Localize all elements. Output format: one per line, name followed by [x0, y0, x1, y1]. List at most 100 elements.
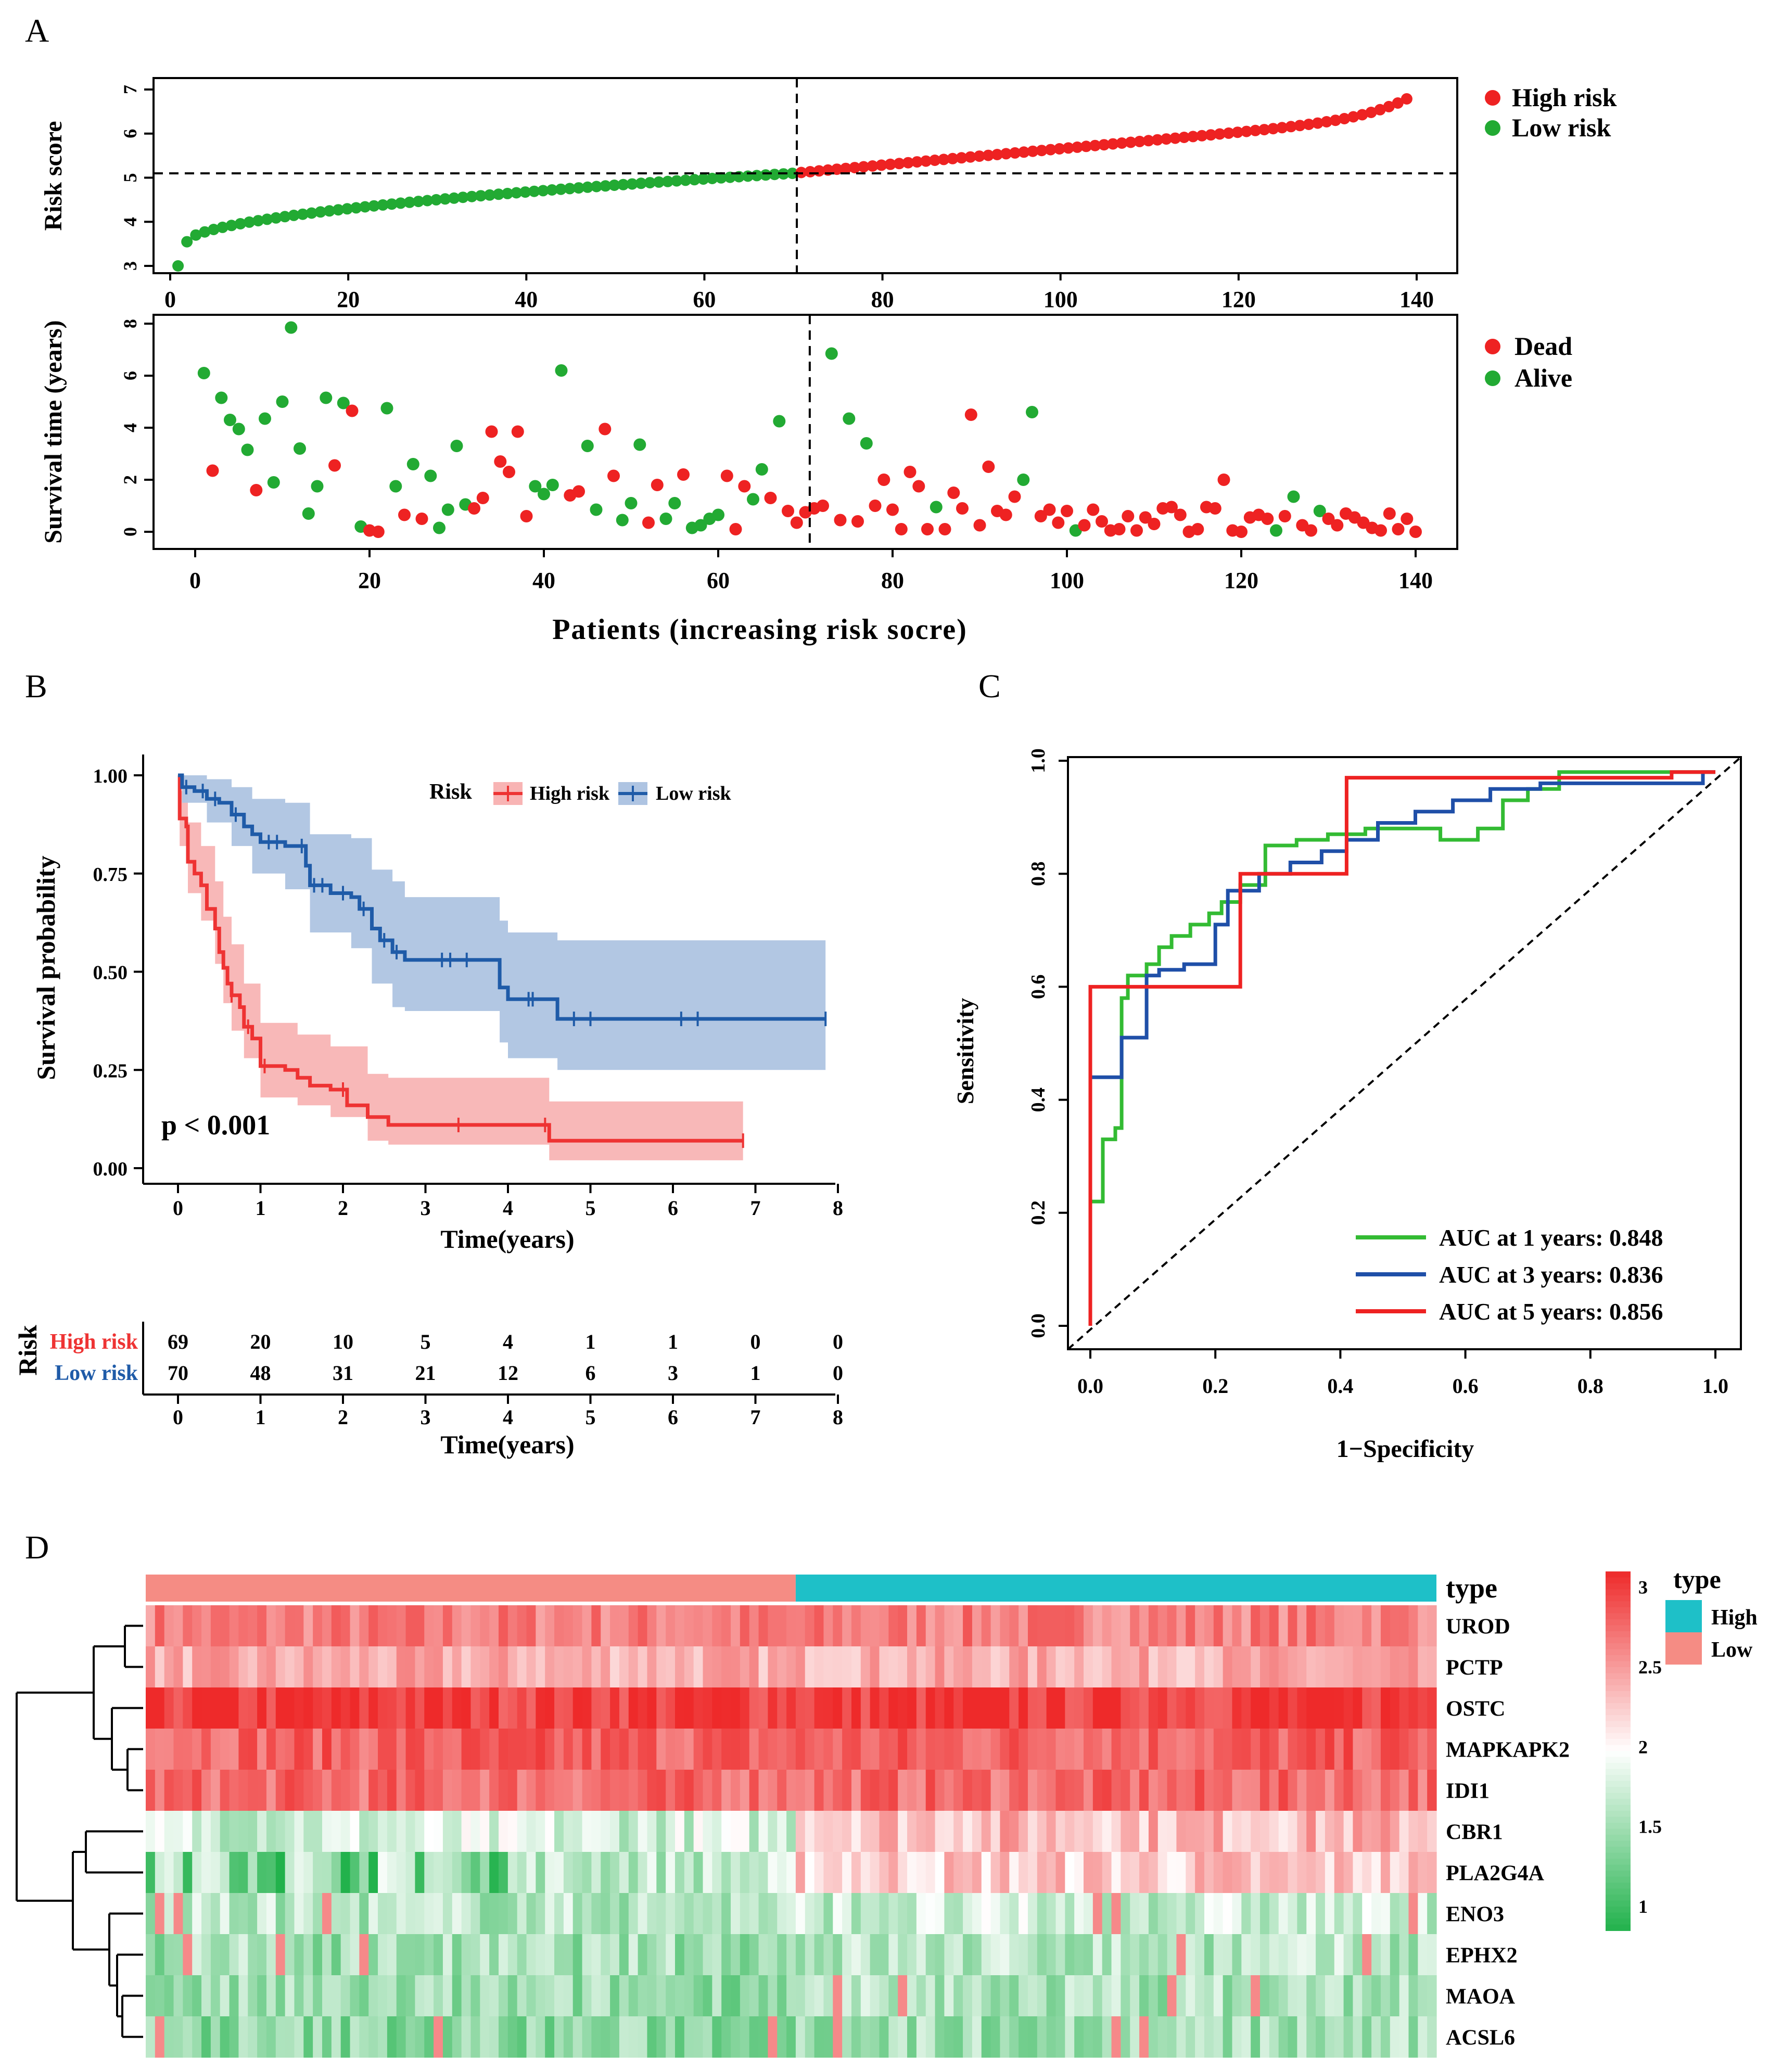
heatmap-cell [1380, 1893, 1391, 1935]
heatmap-cell [944, 2016, 954, 2058]
heatmap-cell [944, 1811, 954, 1852]
heatmap-cell [814, 1605, 824, 1647]
panel-label-b: B [25, 668, 47, 705]
colorbar-segment [1606, 1817, 1631, 1823]
heatmap-cell [721, 1687, 731, 1729]
heatmap-cell [990, 1811, 1001, 1852]
risk-score-point [1294, 120, 1306, 132]
heatmap-cell [1427, 1934, 1437, 1976]
heatmap-cell [563, 1687, 574, 1729]
heatmap-cell [981, 2016, 991, 2058]
heatmap-cell [916, 1893, 926, 1935]
heatmap-cell [545, 1811, 555, 1852]
risk-score-point [1018, 146, 1030, 158]
heatmap-cell [990, 1975, 1001, 2017]
heatmap-cell [210, 1770, 221, 1811]
heatmap-cell [378, 1893, 388, 1935]
dead-point [1261, 513, 1274, 525]
roc-plot: 0.0 0.2 0.4 0.6 0.8 1.0 0.00.20.40.60.81.0 1−… [952, 748, 1742, 1463]
heatmap-cell [907, 2016, 917, 2058]
heatmap-cell [684, 1605, 694, 1647]
alive-point [930, 501, 943, 514]
legend-low-risk: Low risk [1512, 113, 1611, 142]
heatmap-cell [1055, 1605, 1065, 1647]
heatmap-cell [1353, 1893, 1363, 1935]
heatmap-cell [1269, 1770, 1279, 1811]
heatmap-legend-high-swatch [1665, 1600, 1702, 1632]
heatmap-cell [201, 1605, 211, 1647]
alive-point [659, 513, 672, 525]
risk-score-point [1151, 134, 1163, 146]
heatmap-cell [285, 1687, 295, 1729]
heatmap-cell [434, 2016, 443, 2058]
heatmap-cell [1316, 1646, 1326, 1688]
colorbar-segment [1606, 1589, 1631, 1596]
risk-score-point [1258, 124, 1270, 136]
alive-point [773, 415, 786, 428]
heatmap-cell [666, 1893, 676, 1935]
heatmap-cell [851, 1729, 861, 1770]
heatmap-cell [1334, 1852, 1344, 1894]
heatmap-cell [572, 1934, 583, 1976]
heatmap-cell [545, 1646, 555, 1688]
heatmap-cell [359, 1934, 369, 1976]
heatmap-cell [266, 1893, 276, 1935]
heatmap-cell [1278, 1852, 1289, 1894]
heatmap-cell [795, 1811, 806, 1852]
heatmap-cell [953, 1975, 963, 2017]
colorbar-segment [1606, 1793, 1631, 1799]
colorbar-segment [1606, 1643, 1631, 1650]
heatmap-cell [1037, 1934, 1047, 1976]
heatmap-cell [935, 1811, 945, 1852]
heatmap-cell [220, 1729, 230, 1770]
heatmap-cell [786, 2016, 796, 2058]
heatmap-cell [1390, 1605, 1400, 1647]
heatmap-cell [173, 2016, 183, 2058]
heatmap-cell [795, 1687, 806, 1729]
heatmap-cell [434, 1687, 443, 1729]
colorbar-segment [1606, 1918, 1631, 1925]
heatmap-cell [1121, 1811, 1130, 1852]
heatmap-cell [322, 1811, 332, 1852]
heatmap-cell [1204, 1729, 1214, 1770]
gene-label-acsl6: ACSL6 [1446, 2026, 1515, 2050]
heatmap-cell [1148, 1852, 1159, 1894]
heatmap-cell [916, 1975, 926, 2017]
heatmap-cell [192, 1811, 202, 1852]
heatmap-cell [498, 2016, 508, 2058]
heatmap-cell [749, 1852, 759, 1894]
heatmap-cell [1408, 1770, 1418, 1811]
heatmap-cell [164, 1729, 174, 1770]
heatmap-cell [331, 2016, 341, 2058]
heatmap-cell [693, 1605, 704, 1647]
heatmap-cell [1009, 1852, 1019, 1894]
heatmap-cell [814, 1975, 824, 2017]
heatmap-cell [387, 1687, 397, 1729]
heatmap-cell [823, 1934, 833, 1976]
heatmap-cell [183, 1893, 193, 1935]
risk-table-cell: 3 [668, 1361, 678, 1385]
gene-label-urod: UROD [1446, 1615, 1510, 1639]
colorbar-segment [1606, 1864, 1631, 1871]
heatmap-cell [1130, 1934, 1140, 1976]
heatmap-cell [164, 1605, 174, 1647]
heatmap-cell [1343, 1811, 1354, 1852]
dead-point [738, 480, 751, 493]
heatmap-cell [1176, 1646, 1186, 1688]
heatmap-cell [795, 1934, 806, 1976]
legend-dead: Dead [1515, 331, 1572, 361]
heatmap-cell [554, 1934, 564, 1976]
heatmap-cell [368, 1729, 378, 1770]
heatmap-cell [1204, 1770, 1214, 1811]
heatmap-cell [1232, 1687, 1242, 1729]
heatmap-cell [674, 1811, 685, 1852]
heatmap-cell [545, 1975, 555, 2017]
heatmap-cell [647, 1852, 657, 1894]
heatmap-cell [461, 1605, 472, 1647]
heatmap-cell [322, 1852, 332, 1894]
heatmap-cell [1427, 1852, 1437, 1894]
heatmap-cell [1111, 1934, 1121, 1976]
heatmap-cell [1427, 1729, 1437, 1770]
colorbar-segment [1606, 1828, 1631, 1835]
heatmap-cell [1380, 1729, 1391, 1770]
